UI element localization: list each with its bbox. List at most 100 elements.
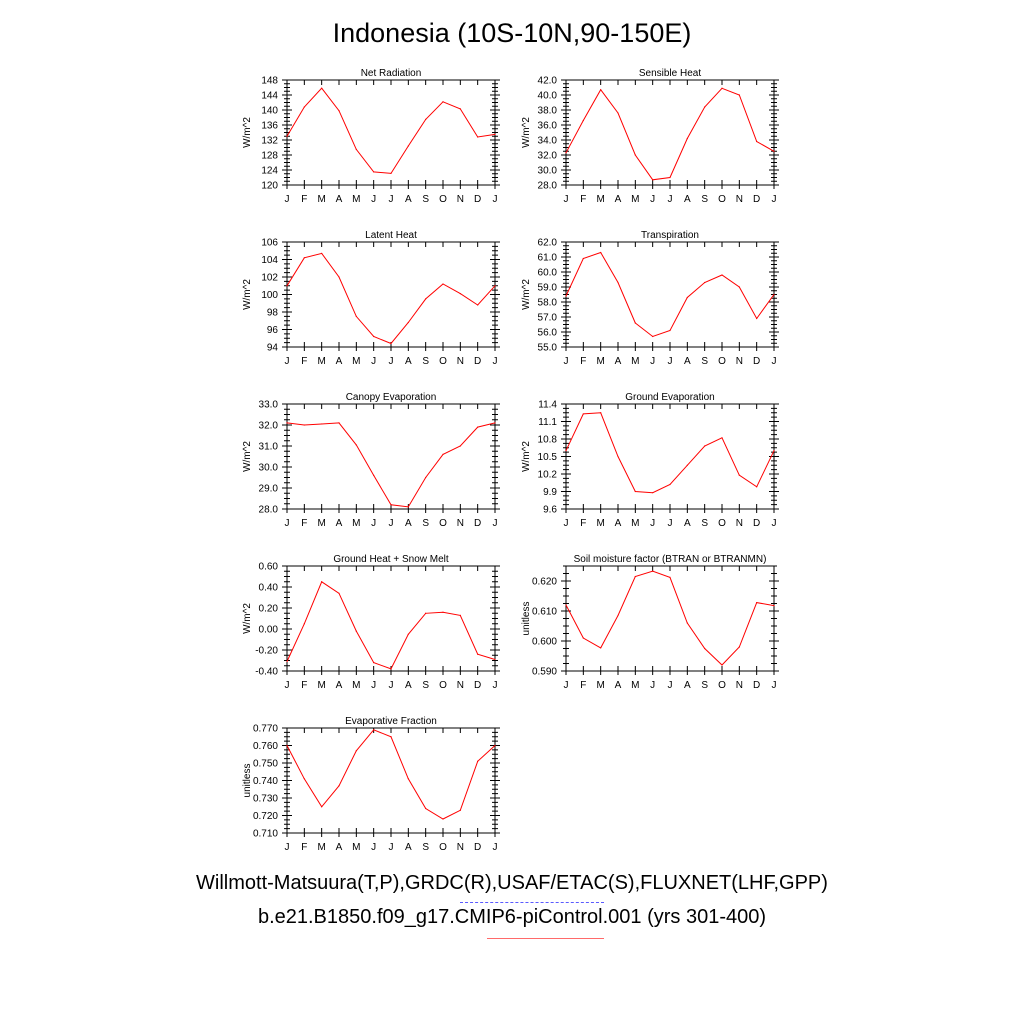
y-tick-label: 0.600	[532, 637, 557, 648]
chart-panel-4: Canopy Evaporation 28.0 29.0 30.0 31.0 32.0 33…	[242, 392, 500, 529]
data-point	[582, 637, 584, 639]
x-tick-label: A	[405, 356, 412, 367]
y-tick-label: 140	[261, 106, 278, 117]
data-point	[459, 445, 461, 447]
y-tick-label: 30.0	[538, 166, 558, 177]
data-point	[773, 150, 775, 152]
data-point	[494, 133, 496, 135]
data-point	[425, 476, 427, 479]
x-tick-label: J	[564, 518, 569, 529]
x-tick-label: S	[422, 194, 429, 205]
y-tick-label: 31.0	[259, 442, 279, 453]
y-tick-label: 0.610	[532, 607, 557, 618]
data-point	[355, 148, 357, 150]
data-point	[303, 424, 305, 426]
x-tick-label: N	[736, 518, 743, 529]
data-point	[442, 453, 444, 455]
x-tick-label: A	[405, 680, 412, 691]
x-tick-label: A	[336, 194, 343, 205]
x-tick-label: M	[352, 356, 360, 367]
x-tick-label: D	[753, 518, 760, 529]
y-tick-label: -0.40	[255, 667, 278, 678]
y-tick-label: 56.0	[538, 328, 558, 339]
y-tick-label: 0.00	[259, 625, 279, 636]
data-point	[686, 137, 688, 140]
data-point	[338, 422, 340, 424]
x-tick-label: O	[718, 356, 726, 367]
y-tick-label: 144	[261, 91, 278, 102]
x-tick-label: M	[596, 518, 604, 529]
x-tick-label: M	[631, 194, 639, 205]
data-point	[477, 760, 479, 762]
x-tick-label: N	[736, 194, 743, 205]
data-point	[686, 464, 688, 466]
data-point	[565, 152, 567, 154]
data-point	[459, 108, 461, 110]
data-point	[286, 285, 288, 287]
y-tick-label: 38.0	[538, 106, 558, 117]
data-point	[721, 274, 723, 276]
y-tick-label: 0.20	[259, 604, 279, 615]
y-tick-label: 124	[261, 166, 278, 177]
x-tick-label: J	[668, 356, 673, 367]
data-point	[321, 806, 323, 808]
data-point	[373, 335, 375, 338]
x-tick-label: F	[580, 194, 586, 205]
x-tick-label: A	[336, 356, 343, 367]
y-tick-label: 104	[261, 255, 278, 266]
x-tick-label: O	[439, 680, 447, 691]
x-tick-label: A	[684, 518, 691, 529]
y-tick-label: 29.0	[259, 484, 279, 495]
y-tick-label: 59.0	[538, 283, 558, 294]
data-point	[373, 171, 375, 173]
x-tick-label: J	[650, 356, 655, 367]
series-line	[565, 251, 775, 338]
data-point	[704, 445, 706, 447]
x-tick-label: J	[493, 518, 498, 529]
x-tick-label: A	[405, 518, 412, 529]
x-tick-label: D	[474, 680, 481, 691]
data-point	[425, 612, 427, 614]
legend-obs-label: Willmott-Matsuura(T,P),GRDC(R),USAF/ETAC…	[196, 872, 828, 894]
data-point	[459, 809, 461, 811]
x-tick-label: S	[422, 680, 429, 691]
y-tick-label: 62.0	[538, 238, 558, 249]
chart-title: Latent Heat	[365, 230, 417, 241]
y-tick-label: 28.0	[259, 505, 279, 516]
x-tick-label: N	[736, 356, 743, 367]
data-point	[617, 112, 619, 114]
data-point	[738, 474, 740, 476]
data-point	[338, 785, 340, 787]
x-tick-label: M	[352, 194, 360, 205]
x-tick-label: J	[564, 194, 569, 205]
data-point	[582, 413, 584, 415]
series-line	[565, 412, 775, 494]
plot-frame	[286, 241, 496, 348]
y-tick-label: 94	[267, 343, 279, 354]
x-tick-label: J	[668, 518, 673, 529]
x-tick-label: M	[317, 356, 325, 367]
y-tick-label: 57.0	[538, 313, 558, 324]
data-point	[669, 176, 671, 179]
x-tick-label: S	[701, 680, 708, 691]
x-tick-label: A	[684, 356, 691, 367]
x-tick-label: J	[371, 194, 376, 205]
x-tick-label: J	[564, 680, 569, 691]
x-tick-label: J	[371, 842, 376, 853]
chart-title: Canopy Evaporation	[346, 392, 437, 403]
x-tick-label: J	[493, 194, 498, 205]
x-tick-label: A	[336, 518, 343, 529]
series-line	[565, 570, 775, 666]
x-tick-label: M	[352, 518, 360, 529]
data-point	[669, 576, 671, 579]
x-tick-label: O	[718, 194, 726, 205]
y-tick-label: 10.8	[538, 435, 558, 446]
data-point	[652, 492, 654, 494]
x-tick-label: A	[615, 680, 622, 691]
plot-frame	[565, 403, 775, 510]
x-tick-label: O	[718, 518, 726, 529]
x-tick-label: D	[474, 356, 481, 367]
chart-title: Soil moisture factor (BTRAN or BTRANMN)	[574, 554, 767, 565]
x-tick-label: A	[615, 356, 622, 367]
y-axis-label: unitless	[521, 602, 532, 636]
